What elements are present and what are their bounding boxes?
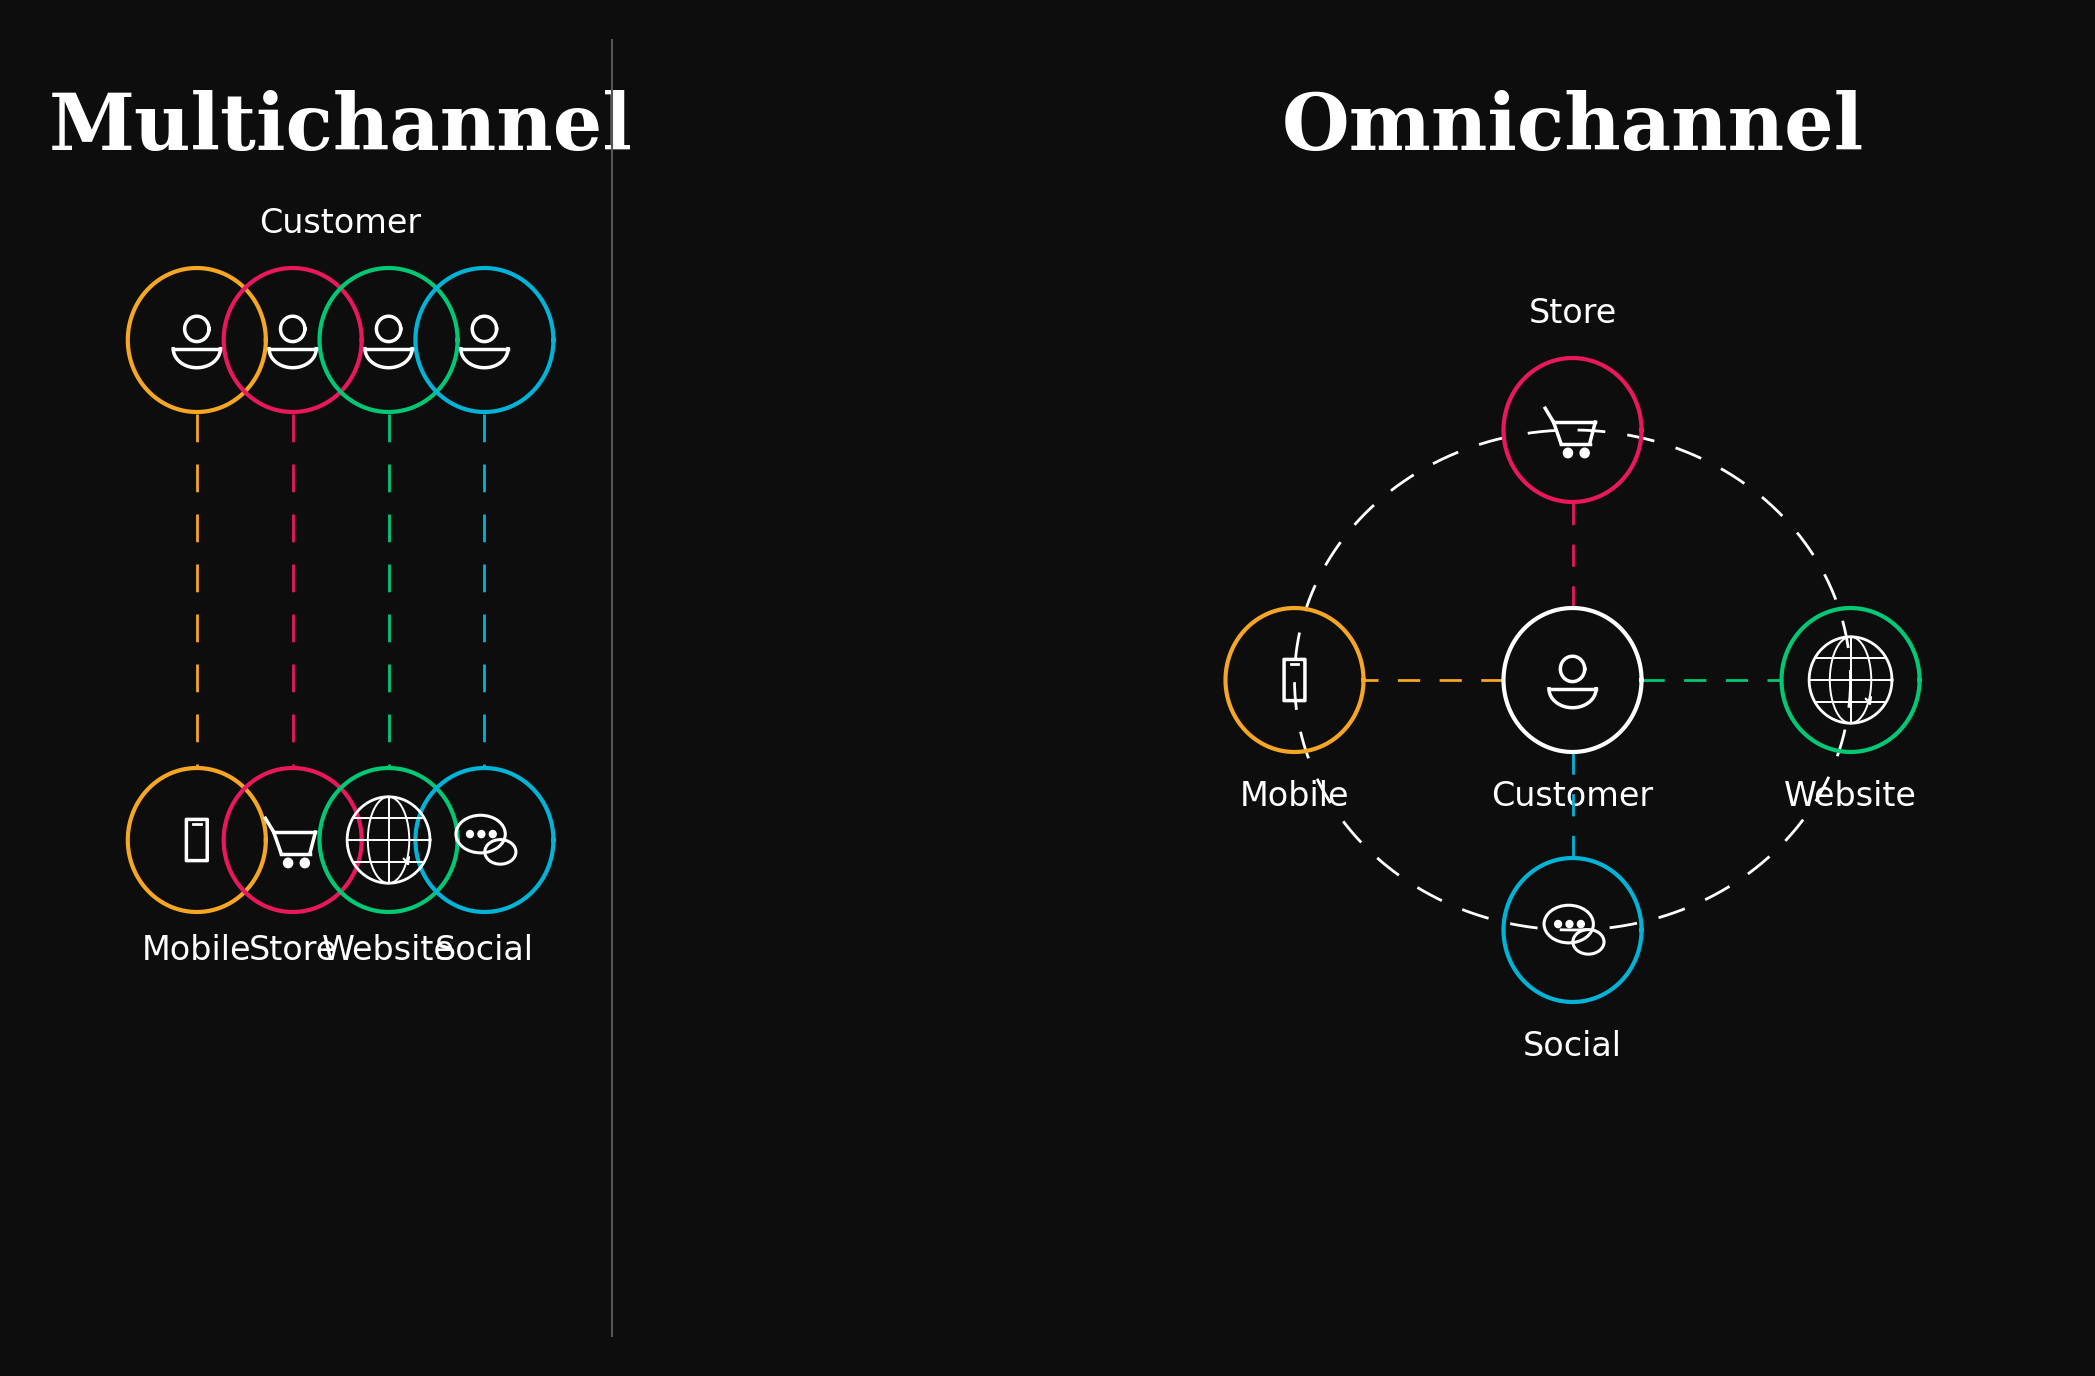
Text: Social: Social [1523, 1031, 1622, 1064]
Text: Multichannel: Multichannel [48, 89, 633, 166]
Text: Customer: Customer [260, 206, 421, 239]
Circle shape [1578, 921, 1584, 927]
Text: Omnichannel: Omnichannel [1282, 89, 1865, 166]
Text: Store: Store [1529, 297, 1617, 330]
Circle shape [1563, 449, 1573, 458]
Text: Customer: Customer [1492, 780, 1653, 813]
Text: Mobile: Mobile [1240, 780, 1349, 813]
Text: Social: Social [436, 934, 534, 967]
Circle shape [478, 831, 484, 838]
Circle shape [300, 859, 310, 868]
Text: Mobile: Mobile [142, 934, 251, 967]
Circle shape [1580, 449, 1590, 458]
Circle shape [283, 859, 293, 868]
Circle shape [490, 831, 497, 838]
Circle shape [467, 831, 473, 838]
Circle shape [1567, 921, 1573, 927]
Text: Website: Website [323, 934, 455, 967]
Circle shape [1554, 921, 1561, 927]
Text: Store: Store [249, 934, 337, 967]
Text: Website: Website [1785, 780, 1917, 813]
